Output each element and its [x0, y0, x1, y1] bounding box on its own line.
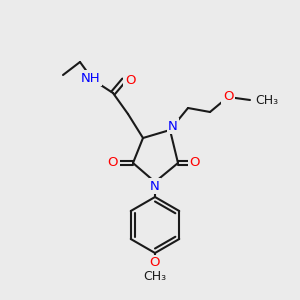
Text: O: O — [150, 256, 160, 269]
Text: NH: NH — [81, 71, 101, 85]
Text: N: N — [150, 179, 160, 193]
Text: CH₃: CH₃ — [255, 94, 278, 106]
Text: O: O — [125, 74, 135, 86]
Text: N: N — [168, 119, 178, 133]
Text: O: O — [190, 157, 200, 169]
Text: O: O — [223, 89, 233, 103]
Text: CH₃: CH₃ — [143, 271, 167, 284]
Text: O: O — [108, 157, 118, 169]
